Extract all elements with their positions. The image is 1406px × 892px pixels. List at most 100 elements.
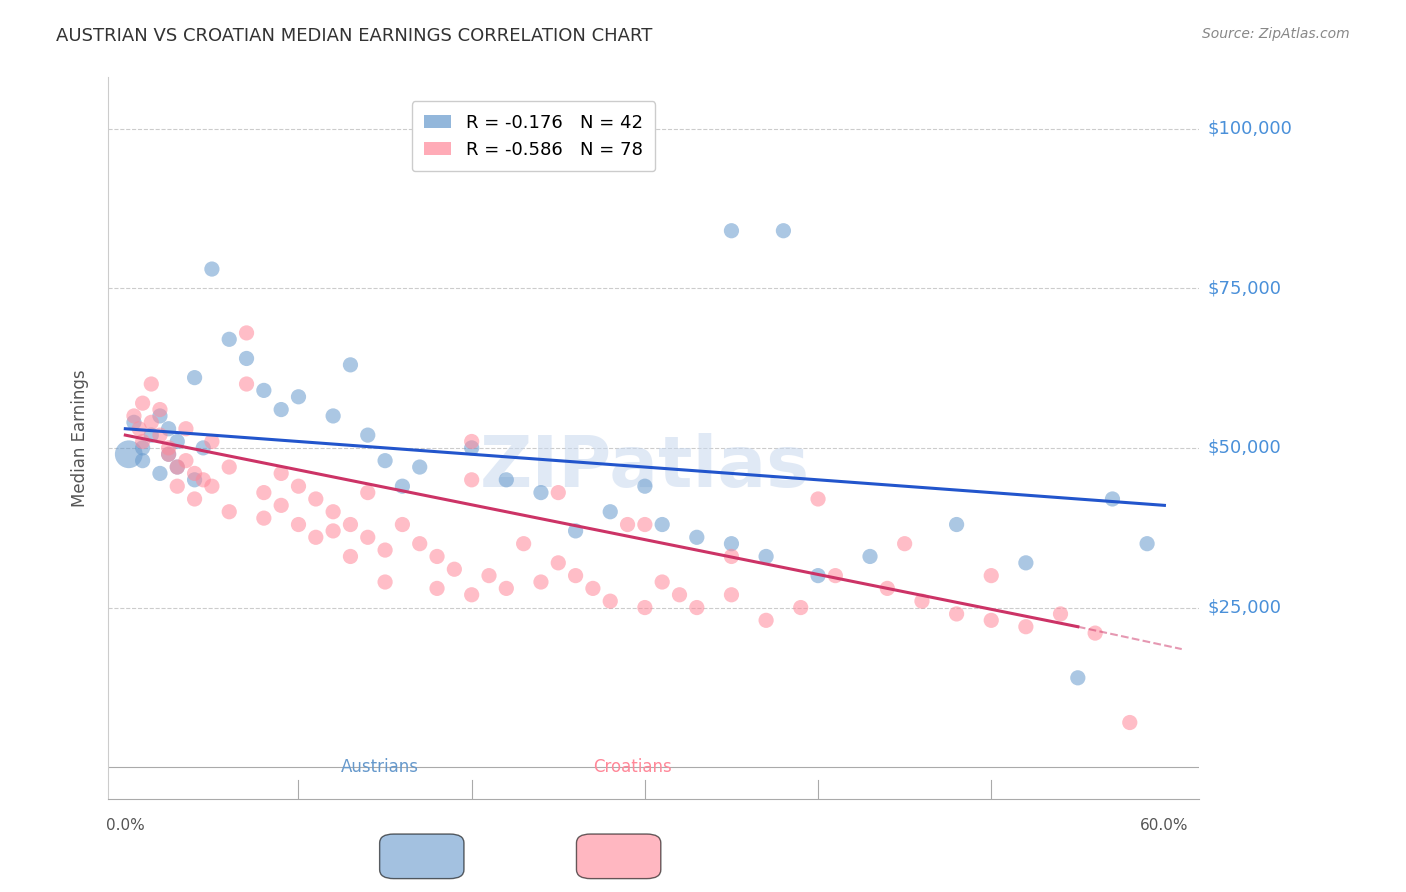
Point: [122, 409, 145, 423]
Point: [876, 582, 898, 596]
Point: [270, 402, 292, 417]
Point: [599, 505, 621, 519]
Point: [339, 358, 361, 372]
Point: [305, 491, 328, 506]
Point: [149, 402, 172, 417]
Point: [530, 485, 553, 500]
Point: [183, 491, 205, 506]
Text: Austrians: Austrians: [340, 758, 419, 776]
Text: 60.0%: 60.0%: [1140, 818, 1188, 833]
Point: [1015, 556, 1038, 570]
Point: [128, 422, 150, 436]
Point: [141, 415, 163, 429]
Point: [339, 549, 361, 564]
Point: [157, 447, 180, 461]
Point: [495, 582, 517, 596]
Point: [460, 434, 482, 449]
Point: [157, 422, 180, 436]
Point: [530, 574, 553, 589]
Point: [755, 549, 778, 564]
Point: [599, 594, 621, 608]
Point: [131, 396, 153, 410]
Point: [911, 594, 934, 608]
Point: [218, 332, 240, 346]
Point: [270, 499, 292, 513]
Point: [157, 447, 180, 461]
Point: [426, 549, 449, 564]
Point: [183, 370, 205, 384]
Point: [235, 326, 257, 340]
Point: [547, 556, 569, 570]
Point: [131, 453, 153, 467]
Point: [391, 517, 413, 532]
Point: [582, 582, 605, 596]
Point: [980, 613, 1002, 627]
Point: [131, 441, 153, 455]
Point: [443, 562, 465, 576]
Point: [118, 447, 141, 461]
Point: [651, 574, 673, 589]
Point: [174, 453, 197, 467]
Point: [183, 467, 205, 481]
Point: [790, 600, 813, 615]
Point: [720, 588, 742, 602]
Point: [478, 568, 501, 582]
Point: [270, 467, 292, 481]
Point: [357, 485, 380, 500]
Point: [287, 479, 309, 493]
Point: [1049, 607, 1071, 621]
Point: [357, 530, 380, 544]
Point: [409, 537, 432, 551]
Point: [409, 460, 432, 475]
Point: [201, 479, 224, 493]
Point: [547, 485, 569, 500]
Point: [141, 428, 163, 442]
Point: [807, 568, 830, 582]
Point: [668, 588, 690, 602]
Point: [893, 537, 915, 551]
Point: [512, 537, 534, 551]
Point: [201, 262, 224, 277]
Point: [1101, 491, 1123, 506]
Point: [651, 517, 673, 532]
Point: [460, 588, 482, 602]
Point: [564, 568, 586, 582]
Point: [1136, 537, 1159, 551]
Point: [634, 517, 657, 532]
Point: [772, 224, 794, 238]
Point: [141, 377, 163, 392]
Text: $50,000: $50,000: [1208, 439, 1281, 457]
Point: [945, 607, 967, 621]
Point: [755, 613, 778, 627]
Point: [287, 517, 309, 532]
Point: [720, 224, 742, 238]
Point: [374, 543, 396, 558]
Point: [253, 485, 276, 500]
Point: [980, 568, 1002, 582]
Text: Source: ZipAtlas.com: Source: ZipAtlas.com: [1202, 27, 1350, 41]
Point: [460, 441, 482, 455]
Point: [166, 460, 188, 475]
Point: [131, 434, 153, 449]
Point: [322, 524, 344, 538]
Point: [686, 530, 709, 544]
Text: ZIPatlas: ZIPatlas: [479, 433, 810, 501]
Point: [1015, 620, 1038, 634]
Point: [720, 537, 742, 551]
Point: [495, 141, 517, 155]
Point: [122, 415, 145, 429]
Point: [634, 600, 657, 615]
Point: [253, 384, 276, 398]
Point: [495, 473, 517, 487]
Point: [149, 409, 172, 423]
Point: [686, 600, 709, 615]
Text: $100,000: $100,000: [1208, 120, 1292, 137]
Point: [634, 479, 657, 493]
Text: AUSTRIAN VS CROATIAN MEDIAN EARNINGS CORRELATION CHART: AUSTRIAN VS CROATIAN MEDIAN EARNINGS COR…: [56, 27, 652, 45]
Point: [720, 549, 742, 564]
Text: 0.0%: 0.0%: [105, 818, 145, 833]
Point: [305, 530, 328, 544]
Text: $25,000: $25,000: [1208, 599, 1282, 616]
Point: [322, 505, 344, 519]
Point: [149, 467, 172, 481]
